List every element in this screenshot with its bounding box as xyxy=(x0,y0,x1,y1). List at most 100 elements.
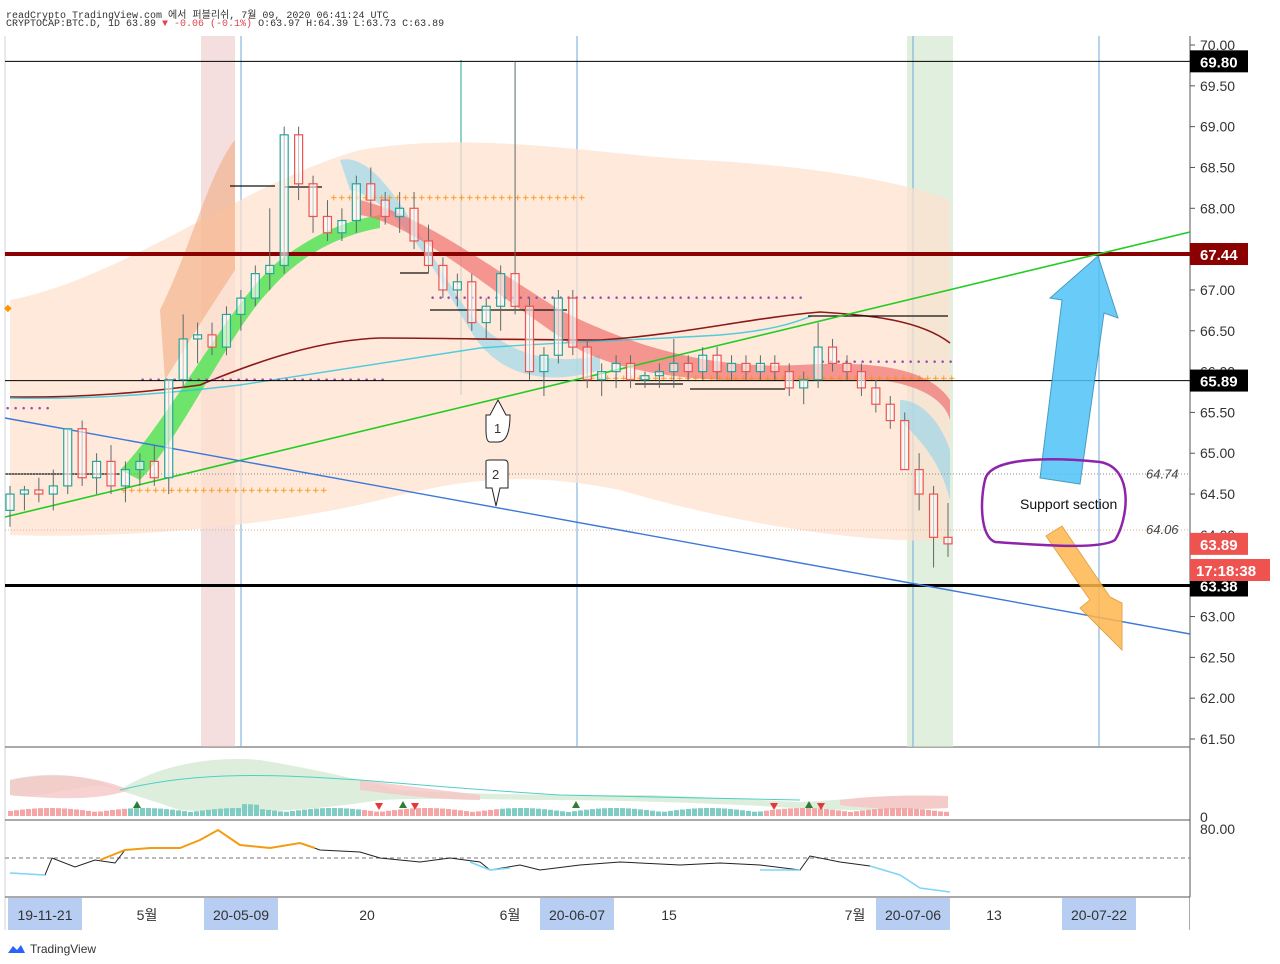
candle-body xyxy=(539,354,549,373)
candle-body xyxy=(193,334,203,340)
dot-marker: • xyxy=(948,358,953,368)
dot-marker: + xyxy=(660,374,668,384)
histogram-bar xyxy=(902,808,907,816)
histogram-bar xyxy=(134,808,139,816)
dot-marker: • xyxy=(924,358,929,368)
candle-body xyxy=(683,362,693,373)
dot-marker: + xyxy=(490,194,498,204)
candle-body xyxy=(366,183,376,201)
histogram-bar xyxy=(200,810,205,816)
price-axis[interactable]: 70.0069.5069.0068.5068.0067.5067.0066.50… xyxy=(1190,37,1235,747)
candle-body xyxy=(640,375,650,381)
dot-marker: • xyxy=(678,294,683,304)
candle-body xyxy=(827,346,838,365)
histogram-bar xyxy=(824,809,829,816)
price-tick-label: 70.00 xyxy=(1200,37,1235,53)
price-tick-label: 65.00 xyxy=(1200,445,1235,461)
dot-marker: + xyxy=(562,194,570,204)
histogram-bar xyxy=(458,810,463,816)
candle-body xyxy=(885,403,895,422)
dot-marker: + xyxy=(434,194,442,204)
dot-marker: + xyxy=(136,486,144,496)
down-arrow[interactable] xyxy=(1045,525,1123,652)
histogram-bar xyxy=(932,810,937,816)
tradingview-footer[interactable]: TradingView xyxy=(6,942,96,956)
dot-marker: • xyxy=(726,294,731,304)
marker-1[interactable]: 1 xyxy=(485,398,511,443)
dot-marker: • xyxy=(654,294,659,304)
dot-marker: + xyxy=(884,374,892,384)
up-arrow[interactable] xyxy=(1039,255,1119,485)
dot-marker: + xyxy=(312,486,320,496)
histogram-bar xyxy=(110,809,115,816)
histogram-bar xyxy=(650,810,655,816)
histogram-bar xyxy=(608,808,613,816)
red-ribbon xyxy=(360,200,950,420)
price-tag-box xyxy=(1190,243,1248,266)
dot-marker: + xyxy=(296,486,304,496)
time-label: 15 xyxy=(661,907,677,923)
countdown-tag: 17:18:38 xyxy=(1190,559,1270,581)
dot-marker: • xyxy=(876,358,881,368)
histogram-bar xyxy=(488,809,493,816)
support-section-outline[interactable] xyxy=(980,458,1127,548)
histogram-bar xyxy=(782,808,787,816)
marker-2[interactable]: 2 xyxy=(485,459,509,507)
histogram-bar xyxy=(482,810,487,816)
histogram-bar xyxy=(116,809,121,816)
dot-marker: + xyxy=(772,374,780,384)
dot-marker: + xyxy=(362,194,370,204)
histogram-bar xyxy=(86,810,91,816)
time-label: 20-07-06 xyxy=(885,907,941,923)
histogram-bar xyxy=(374,811,379,816)
histogram-bar xyxy=(770,809,775,816)
time-label: 6월 xyxy=(500,907,521,923)
dot-marker: • xyxy=(590,294,595,304)
blue-trendline[interactable] xyxy=(4,417,1191,635)
dot-marker: • xyxy=(438,294,443,304)
oscillator-line xyxy=(119,775,801,801)
histogram-bar xyxy=(494,809,499,816)
histogram-bar xyxy=(818,808,823,816)
dot-marker: + xyxy=(450,194,458,204)
price-tick-label: 67.00 xyxy=(1200,282,1235,298)
dot-marker: • xyxy=(908,358,913,368)
dot-marker: • xyxy=(710,294,715,304)
candle-body xyxy=(770,362,780,373)
dot-marker: • xyxy=(734,294,739,304)
candle-body xyxy=(48,485,58,495)
price-tick-label: 66.50 xyxy=(1200,323,1235,339)
histogram-bar xyxy=(164,809,169,816)
histogram-bar xyxy=(476,811,481,816)
histogram-bar xyxy=(734,809,739,816)
dot-marker: + xyxy=(474,194,482,204)
dot-marker: • xyxy=(29,404,34,414)
price-tag-label: 69.80 xyxy=(1200,54,1238,71)
candle-body xyxy=(726,362,737,373)
dot-marker: • xyxy=(638,294,643,304)
dot-marker: + xyxy=(394,194,402,204)
dot-marker: + xyxy=(160,486,168,496)
histogram-bar xyxy=(422,808,427,816)
dot-marker: + xyxy=(386,194,394,204)
dot-marker: + xyxy=(224,486,232,496)
histogram-bar xyxy=(242,804,247,816)
price-tag-box xyxy=(1190,50,1248,73)
histogram-bar xyxy=(140,808,145,816)
price-tick-label: 65.50 xyxy=(1200,404,1235,420)
histogram-bar xyxy=(596,808,601,816)
time-axis[interactable]: 19-11-21 5월 20-05-09 20 6월 20-06-07 15 7월 20-07-… xyxy=(8,898,1136,930)
dot-marker: + xyxy=(200,486,208,496)
dot-marker: + xyxy=(176,486,184,496)
dot-marker: • xyxy=(446,294,451,304)
dot-marker: • xyxy=(454,294,459,304)
dot-marker: • xyxy=(518,294,523,304)
histogram-bar xyxy=(854,811,859,816)
dot-marker: + xyxy=(828,374,836,384)
dot-marker: + xyxy=(184,486,192,496)
histogram-bar xyxy=(908,808,913,816)
histogram-bar xyxy=(590,809,595,816)
histogram-bar xyxy=(518,808,523,816)
dot-marker: + xyxy=(280,486,288,496)
